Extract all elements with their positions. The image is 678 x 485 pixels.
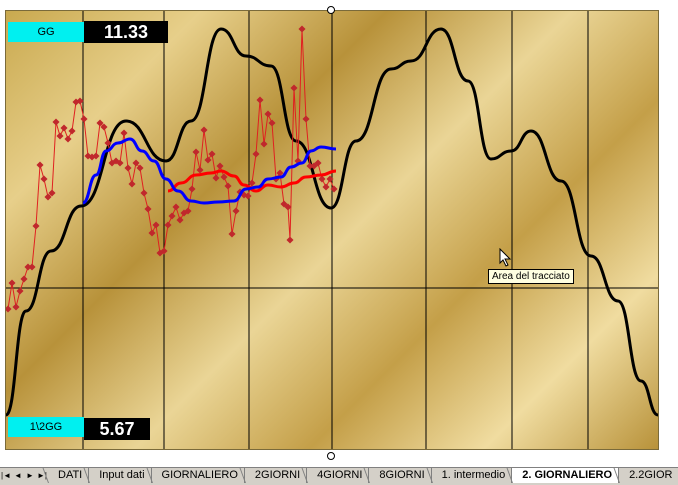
raw-series-point <box>192 148 200 156</box>
raw-series-point <box>136 164 144 172</box>
raw-series-point <box>204 156 212 164</box>
raw-series-point <box>176 216 184 224</box>
first-sheet-icon[interactable]: |◄ <box>1 471 11 480</box>
raw-series-point <box>104 139 112 147</box>
resize-handle-bottom[interactable] <box>327 452 335 460</box>
raw-series-point <box>314 159 322 167</box>
raw-series-point <box>60 124 68 132</box>
raw-series-point <box>168 212 176 220</box>
raw-series-point <box>44 193 52 201</box>
raw-series-point <box>318 175 326 183</box>
raw-series-point <box>268 119 276 127</box>
raw-series-point <box>224 182 232 190</box>
raw-series-point <box>100 123 108 131</box>
plot-area[interactable]: GG 11.33 1\2GG 5.67 <box>5 10 659 450</box>
raw-series-point <box>124 164 132 172</box>
tab-input-dati[interactable]: Input dati <box>89 468 152 483</box>
last-sheet-icon[interactable]: ►| <box>37 471 47 480</box>
raw-series-point <box>276 169 284 177</box>
raw-series-point <box>298 25 306 33</box>
raw-series-point <box>244 192 252 200</box>
tab-2-2giorni[interactable]: 2.2GIOR <box>619 468 678 483</box>
raw-series-point <box>228 230 236 238</box>
resize-handle-top[interactable] <box>327 6 335 14</box>
raw-series-point <box>68 127 76 135</box>
raw-series-point <box>196 166 204 174</box>
raw-series-point <box>212 174 220 182</box>
bottom-value-box: 5.67 <box>84 418 150 440</box>
tab-dati[interactable]: DATI <box>48 468 90 483</box>
raw-series-point <box>140 189 148 197</box>
raw-series-point <box>132 159 140 167</box>
raw-series-point <box>20 275 28 283</box>
raw-series-point <box>120 129 128 137</box>
tab-giornaliero[interactable]: GIORNALIERO <box>151 468 245 483</box>
raw-series-point <box>256 96 264 104</box>
raw-series-point <box>322 183 330 191</box>
prev-sheet-icon[interactable]: ◄ <box>14 471 22 480</box>
tab-2giorni[interactable]: 2GIORNI <box>244 468 308 483</box>
raw-series-point <box>232 207 240 215</box>
raw-series-line <box>7 28 335 310</box>
raw-series-point <box>302 115 310 123</box>
raw-series-point <box>326 175 334 183</box>
tab-4giorni[interactable]: 4GIORNI <box>307 468 370 483</box>
raw-series-point <box>24 263 32 271</box>
raw-series-point <box>284 203 292 211</box>
black-curve <box>6 27 658 417</box>
raw-series-point <box>264 110 272 118</box>
bottom-label-badge: 1\2GG <box>8 417 84 437</box>
raw-series-point <box>16 287 24 295</box>
raw-series-point <box>92 152 100 160</box>
next-sheet-icon[interactable]: ► <box>26 471 34 480</box>
raw-series-point <box>144 205 152 213</box>
raw-series-point <box>248 179 256 187</box>
raw-series-point <box>48 189 56 197</box>
raw-series-point <box>208 150 216 158</box>
raw-series-point <box>28 263 36 271</box>
raw-series-point <box>286 236 294 244</box>
blue-average-line <box>82 137 337 205</box>
raw-series-point <box>330 185 338 193</box>
raw-series-point <box>6 305 12 313</box>
raw-series-point <box>32 222 40 230</box>
mouse-cursor-icon <box>499 248 512 267</box>
raw-series-point <box>12 303 20 311</box>
raw-series-point <box>116 159 124 167</box>
raw-series-point <box>64 135 72 143</box>
raw-series-point <box>290 84 298 92</box>
raw-series-point <box>8 279 16 287</box>
raw-series-point <box>56 132 64 140</box>
raw-series-point <box>148 229 156 237</box>
tab-2-giornaliero[interactable]: 2. GIORNALIERO <box>512 468 620 483</box>
sheet-tab-bar: |◄ ◄ ► ►| DATI Input dati GIORNALIERO 2GIORNI 4G… <box>0 467 678 485</box>
raw-series-point <box>252 150 260 158</box>
raw-series-point <box>160 247 168 255</box>
tab-1-intermedio[interactable]: 1. intermedio <box>431 468 513 483</box>
raw-series-point <box>128 180 136 188</box>
raw-series-point <box>260 140 268 148</box>
chart-canvas <box>6 11 658 449</box>
raw-series-point <box>36 161 44 169</box>
gridlines <box>6 11 658 449</box>
raw-series-point <box>172 203 180 211</box>
tab-8giorni[interactable]: 8GIORNI <box>369 468 432 483</box>
raw-series-point <box>76 97 84 105</box>
raw-series-point <box>52 118 60 126</box>
raw-series-point <box>80 115 88 123</box>
raw-series-point <box>96 119 104 127</box>
raw-series-points <box>6 25 338 313</box>
raw-series-point <box>216 162 224 170</box>
raw-series-point <box>188 185 196 193</box>
top-label-badge: GG <box>8 22 84 42</box>
chart-area-tooltip: Area del tracciato <box>488 269 574 284</box>
raw-series-point <box>152 221 160 229</box>
raw-series-point <box>220 173 228 181</box>
raw-series-point <box>40 175 48 183</box>
raw-series-point <box>200 126 208 134</box>
raw-series-point <box>184 207 192 215</box>
top-value-box: 11.33 <box>84 21 168 43</box>
raw-series-point <box>164 221 172 229</box>
raw-series-point <box>306 162 314 170</box>
